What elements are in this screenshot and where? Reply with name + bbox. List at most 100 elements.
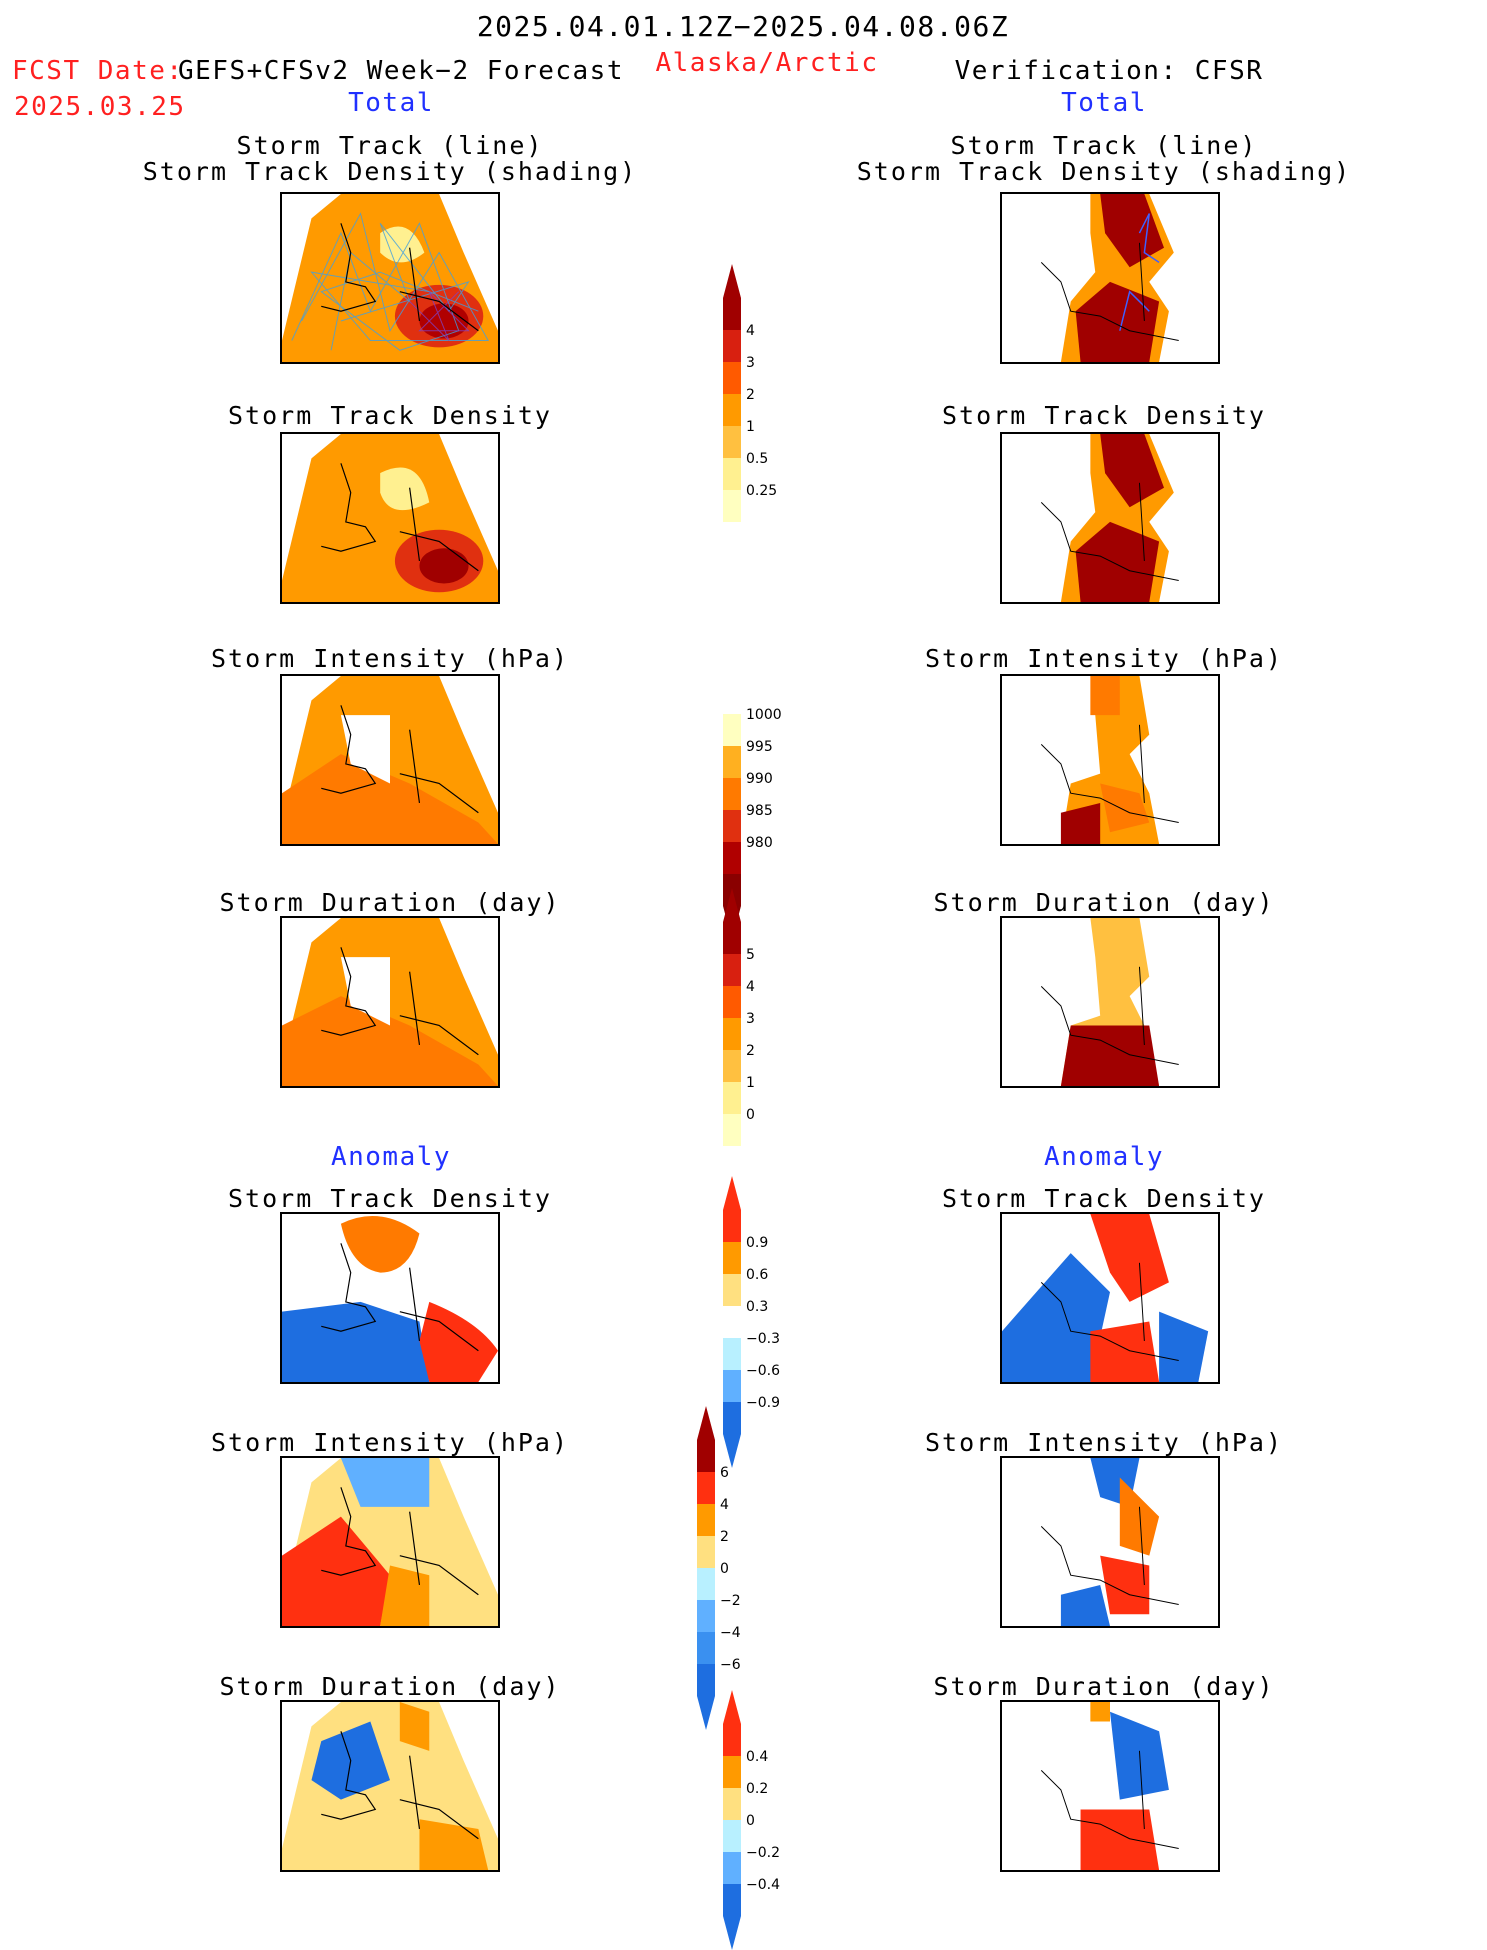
map-intensity-forecast	[280, 674, 500, 846]
panel-title-anom-intensity-right: Storm Intensity (hPa)	[924, 1428, 1284, 1457]
anom_intensity-tick-label: 4	[720, 1497, 729, 1513]
anom_duration-tick-label: 0.4	[746, 1749, 768, 1765]
map-density-forecast	[280, 432, 500, 604]
duration-color-swatch	[723, 986, 741, 1018]
map-anom-intensity-forecast	[280, 1456, 500, 1628]
anom_density-color-swatch	[723, 1306, 741, 1338]
anom_intensity-color-swatch	[697, 1406, 715, 1472]
anom_duration-color-swatch	[723, 1756, 741, 1788]
intensity-tick-label: 1000	[746, 707, 782, 723]
duration-tick-label: 2	[746, 1043, 755, 1059]
anom_intensity-tick-label: 2	[720, 1529, 729, 1545]
duration-color-swatch	[723, 1082, 741, 1114]
anom_duration-color-swatch	[723, 1820, 741, 1852]
anom_intensity-color-swatch	[697, 1568, 715, 1600]
intensity-tick-label: 995	[746, 739, 773, 755]
colorbar-anom-duration: 0.4 0.2 0 −0.2 −0.4	[723, 1690, 793, 1950]
duration-color-swatch	[723, 1114, 741, 1146]
region-label: Alaska/Arctic	[655, 48, 879, 78]
panel-title-anom-intensity-left: Storm Intensity (hPa)	[210, 1428, 570, 1457]
duration-tick-label: 5	[746, 947, 755, 963]
anom_intensity-tick-label: 6	[720, 1465, 729, 1481]
anom_intensity-color-swatch	[697, 1632, 715, 1664]
anom_duration-color-swatch	[723, 1788, 741, 1820]
anom_intensity-tick-label: −4	[720, 1625, 741, 1641]
anom_density-tick-label: 0.9	[746, 1235, 768, 1251]
anom_density-color-swatch	[723, 1338, 741, 1370]
total-left-label: Total	[348, 88, 434, 118]
anom_density-tick-label: 0.6	[746, 1267, 768, 1283]
intensity-color-swatch	[723, 648, 741, 714]
map-anom-duration-verification	[1000, 1700, 1220, 1872]
map-track-forecast	[280, 192, 500, 364]
map-duration-verification	[1000, 916, 1220, 1088]
map-duration-forecast	[280, 916, 500, 1088]
panel-title-track-line-left: Storm Track (line)	[236, 131, 544, 160]
intensity-color-swatch	[723, 842, 741, 874]
map-anom-intensity-verification	[1000, 1456, 1220, 1628]
intensity-color-swatch	[723, 810, 741, 842]
intensity-tick-label: 985	[746, 803, 773, 819]
map-track-verification	[1000, 192, 1220, 364]
density-color-swatch	[723, 426, 741, 458]
panel-title-intensity-right: Storm Intensity (hPa)	[924, 644, 1284, 673]
density-tick-label: 1	[746, 419, 755, 435]
anom_density-tick-label: 0.3	[746, 1299, 768, 1315]
panel-title-anom-duration-right: Storm Duration (day)	[933, 1672, 1275, 1701]
duration-color-swatch	[723, 1018, 741, 1050]
density-color-swatch	[723, 522, 741, 588]
map-intensity-verification	[1000, 674, 1220, 846]
panel-title-density-right: Storm Track Density	[942, 401, 1266, 430]
anom_intensity-color-swatch	[697, 1536, 715, 1568]
anom_density-tick-label: −0.3	[746, 1331, 780, 1347]
map-anom-duration-forecast	[280, 1700, 500, 1872]
anom_duration-color-swatch	[723, 1690, 741, 1756]
colorbar-duration: 5 4 3 2 1 0	[723, 888, 793, 1212]
duration-tick-label: 3	[746, 1011, 755, 1027]
anom_duration-tick-label: 0	[746, 1813, 755, 1829]
intensity-tick-label: 980	[746, 835, 773, 851]
intensity-color-swatch	[723, 746, 741, 778]
intensity-color-swatch	[723, 778, 741, 810]
density-tick-label: 4	[746, 323, 755, 339]
duration-color-swatch	[723, 954, 741, 986]
date-range-title: 2025.04.01.12Z−2025.04.08.06Z	[476, 10, 1010, 43]
intensity-tick-label: 990	[746, 771, 773, 787]
panel-title-anom-density-right: Storm Track Density	[942, 1184, 1266, 1213]
colorbar-anom-intensity: 6 4 2 0 −2 −4 −6	[697, 1406, 767, 1730]
panel-title-track-shading-left: Storm Track Density (shading)	[142, 157, 638, 186]
verification-label: Verification: CFSR	[954, 56, 1264, 86]
duration-tick-label: 4	[746, 979, 755, 995]
anom_intensity-color-swatch	[697, 1600, 715, 1632]
panel-title-density-left: Storm Track Density	[228, 401, 552, 430]
panel-title-intensity-left: Storm Intensity (hPa)	[210, 644, 570, 673]
map-density-verification	[1000, 432, 1220, 604]
panel-title-duration-right: Storm Duration (day)	[933, 888, 1275, 917]
duration-tick-label: 1	[746, 1075, 755, 1091]
anom_duration-tick-label: −0.2	[746, 1845, 780, 1861]
anom_duration-tick-label: 0.2	[746, 1781, 768, 1797]
fcst-date-label: FCST Date:	[12, 56, 184, 86]
anomaly-left-label: Anomaly	[330, 1142, 452, 1172]
map-anom-density-verification	[1000, 1212, 1220, 1384]
density-color-swatch	[723, 394, 741, 426]
anom_intensity-color-swatch	[697, 1472, 715, 1504]
anom_density-tick-label: −0.6	[746, 1363, 780, 1379]
anomaly-right-label: Anomaly	[1043, 1142, 1165, 1172]
density-tick-label: 0.25	[746, 483, 777, 499]
anom_density-tick-label: −0.9	[746, 1395, 780, 1411]
density-color-swatch	[723, 458, 741, 490]
panel-title-anom-duration-left: Storm Duration (day)	[219, 1672, 561, 1701]
density-tick-label: 0.5	[746, 451, 768, 467]
anom_density-color-swatch	[723, 1176, 741, 1242]
duration-tick-label: 0	[746, 1107, 755, 1123]
anom_intensity-color-swatch	[697, 1504, 715, 1536]
anom_duration-color-swatch	[723, 1884, 741, 1950]
fcst-model: GEFS+CFSv2 Week−2 Forecast	[178, 56, 624, 86]
anom_density-color-swatch	[723, 1370, 741, 1402]
density-color-swatch	[723, 330, 741, 362]
duration-color-swatch	[723, 1050, 741, 1082]
panel-title-track-line-right: Storm Track (line)	[950, 131, 1258, 160]
density-color-swatch	[723, 264, 741, 330]
anom_intensity-tick-label: −2	[720, 1593, 741, 1609]
